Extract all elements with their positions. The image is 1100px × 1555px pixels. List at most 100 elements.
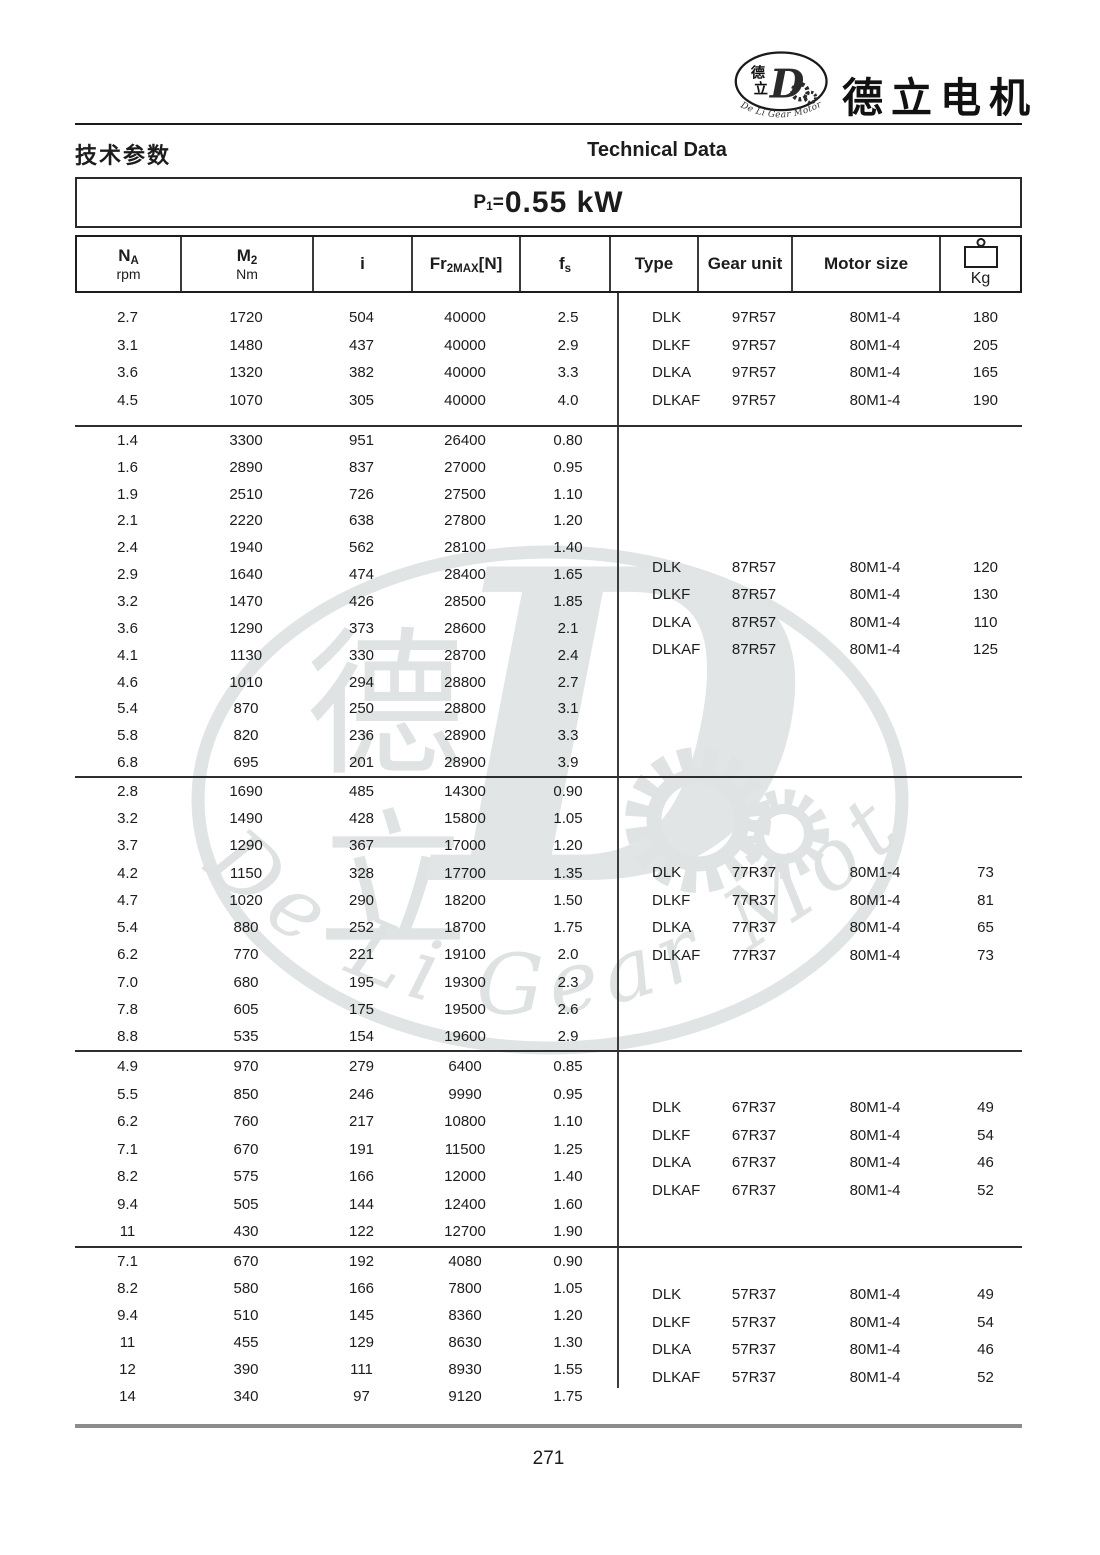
table-cell: 80M1-4: [849, 364, 901, 382]
table-cell: 1480: [229, 336, 263, 354]
performance-rows: 2.8 1690 485 14300 0.90 3.2 1490 428 15800 1.05 3.…: [75, 778, 617, 1050]
table-cell: 1290: [229, 837, 263, 855]
table-row: 7.1 670 191 11500 1.25: [75, 1135, 617, 1163]
table-cell: 2.1: [557, 619, 579, 637]
table-cell: 367: [348, 837, 375, 855]
table-cell: 80M1-4: [849, 336, 901, 354]
table-section-57r37: 7.1 670 192 4080 0.90 8.2 580 166 7800 1.05 9.4 510…: [75, 1248, 1022, 1428]
table-cell: 1.60: [553, 1195, 583, 1213]
table-section-87r57: 1.4 3300 951 26400 0.80 1.6 2890 837 27000 0.95 1.…: [75, 427, 1022, 778]
table-cell: 80M1-4: [849, 1368, 901, 1386]
table-cell: 1720: [229, 309, 263, 327]
table-cell: 26400: [444, 431, 486, 449]
table-cell: 2.8: [117, 783, 138, 801]
table-cell: 0.95: [553, 458, 583, 476]
table-cell: 80M1-4: [849, 919, 901, 937]
table-cell: DLKAF: [652, 946, 701, 964]
table-row: 4.2 1150 328 17700 1.35: [75, 860, 617, 887]
table-cell: 87R57: [731, 586, 777, 604]
table-cell: 474: [348, 566, 375, 584]
power-rating-banner: P 1 = 0.55 kW: [75, 177, 1022, 228]
table-cell: DLK: [652, 864, 682, 882]
model-rows: DLK 67R37 80M1-4 49 DLKF 67R37 80M1-4 54 DLKA 67R…: [619, 1052, 1022, 1246]
table-header: NA rpm M2 Nm i Fr2MAX[N] fs Type Gear un…: [75, 235, 1022, 293]
table-cell: 252: [348, 919, 375, 937]
table-row: 11 430 122 12700 1.90: [75, 1218, 617, 1246]
table-cell: 1.90: [553, 1223, 583, 1240]
performance-rows: 4.9 970 279 6400 0.85 5.5 850 246 9990 0.95 6.2 760…: [75, 1052, 617, 1246]
table-cell: 28800: [444, 673, 486, 691]
table-section-67r37: 4.9 970 279 6400 0.85 5.5 850 246 9990 0.95 6.2 760…: [75, 1052, 1022, 1248]
table-cell: 80M1-4: [849, 613, 901, 631]
table-cell: 3.1: [557, 700, 579, 718]
power-value: 0.55 kW: [504, 185, 624, 219]
table-cell: 80M1-4: [849, 641, 901, 659]
table-cell: 80M1-4: [849, 1313, 901, 1331]
table-cell: 1.85: [553, 593, 583, 610]
table-cell: 1.40: [553, 539, 583, 557]
table-row: 6.2 770 221 19100 2.0: [75, 941, 617, 968]
table-cell: 0.80: [553, 431, 583, 449]
table-cell: DLKA: [652, 613, 692, 631]
table-cell: 9990: [448, 1085, 482, 1103]
table-cell: 9120: [448, 1388, 482, 1405]
table-cell: 1.20: [553, 512, 583, 530]
power-subscript: 1: [486, 198, 493, 213]
column-header-weight: Kg: [941, 237, 1020, 291]
column-divider: [617, 293, 619, 425]
table-cell: 2.0: [557, 946, 579, 964]
table-cell: 3.1: [117, 336, 138, 354]
table-cell: 7.1: [117, 1140, 138, 1158]
table-cell: 77R37: [731, 891, 777, 909]
table-cell: 4.6: [117, 673, 138, 691]
table-cell: 18200: [444, 891, 486, 909]
table-cell: 1020: [229, 891, 263, 909]
table-row: 9.4 505 144 12400 1.60: [75, 1190, 617, 1218]
table-cell: 12000: [444, 1168, 486, 1185]
table-cell: 3.6: [117, 364, 138, 382]
performance-rows: 2.7 1720 504 40000 2.5 3.1 1480 437 40000 2.9 3.6 1…: [75, 293, 617, 425]
table-row: 1.6 2890 837 27000 0.95: [75, 454, 617, 481]
table-cell: 6400: [448, 1058, 482, 1075]
column-header-fs: fs: [521, 237, 611, 291]
table-cell: 455: [233, 1334, 259, 1351]
table-cell: 19300: [444, 973, 486, 991]
table-cell: 80M1-4: [849, 946, 901, 964]
table-cell: DLKAF: [652, 1368, 701, 1386]
table-cell: 40000: [444, 309, 486, 327]
table-cell: 67R37: [731, 1181, 777, 1199]
table-cell: 7.1: [117, 1253, 138, 1270]
table-row: 3.2 1470 426 28500 1.85: [75, 588, 617, 615]
table-cell: 670: [233, 1253, 259, 1270]
table-row: 6.2 760 217 10800 1.10: [75, 1108, 617, 1136]
table-cell: 17000: [444, 837, 486, 855]
table-cell: DLKA: [652, 1154, 692, 1172]
table-cell: 54: [977, 1313, 994, 1331]
table-row: DLKA 57R37 80M1-4 46: [619, 1336, 1022, 1364]
column-header-fr2max: Fr2MAX[N]: [413, 237, 521, 291]
table-cell: 2.4: [117, 539, 138, 557]
power-symbol: P: [473, 191, 487, 213]
model-rows: DLK 97R57 80M1-4 180 DLKF 97R57 80M1-4 205 DLKA 9…: [619, 293, 1022, 425]
table-row: DLKF 67R37 80M1-4 54: [619, 1122, 1022, 1150]
watermark-char-top: 德: [306, 614, 464, 798]
table-cell: 80M1-4: [849, 891, 901, 909]
table-row: 2.8 1690 485 14300 0.90: [75, 778, 617, 805]
table-cell: 9.4: [117, 1307, 138, 1324]
table-cell: 1.35: [553, 864, 583, 882]
table-cell: DLK: [652, 558, 682, 576]
table-cell: 12: [119, 1361, 136, 1378]
table-cell: 80M1-4: [849, 1286, 901, 1304]
table-cell: 28700: [444, 646, 486, 664]
table-cell: 81: [977, 891, 994, 909]
table-row: 4.7 1020 290 18200 1.50: [75, 887, 617, 914]
table-cell: 2.1: [117, 512, 138, 530]
table-cell: 166: [348, 1168, 375, 1185]
page-title-chinese: 技术参数: [75, 143, 172, 168]
table-cell: 195: [348, 973, 375, 991]
table-cell: 80M1-4: [849, 586, 901, 604]
table-cell: 190: [972, 391, 999, 409]
table-cell: 4.9: [117, 1058, 138, 1075]
table-row: 8.8 535 154 19600 2.9: [75, 1023, 617, 1050]
table-cell: 15800: [444, 810, 486, 828]
